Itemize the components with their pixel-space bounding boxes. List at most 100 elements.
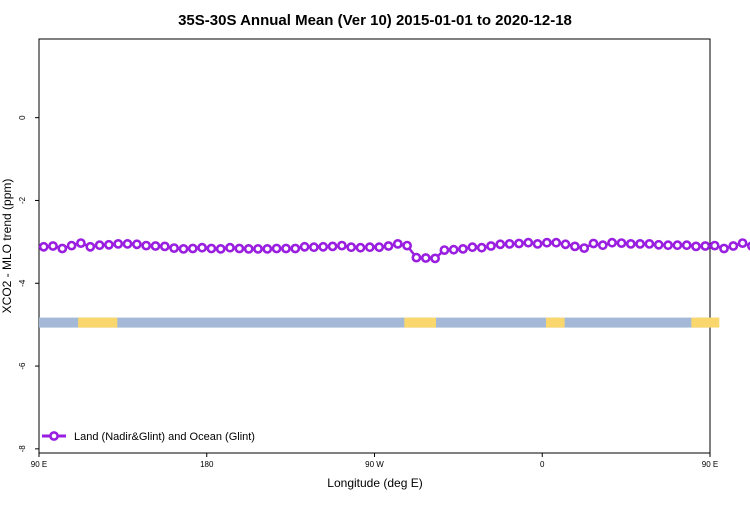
data-point <box>94 240 105 251</box>
data-point <box>691 241 701 252</box>
surface-type-strip <box>39 317 720 328</box>
data-point <box>448 244 459 255</box>
y-tick-label: 0 <box>18 115 27 120</box>
y-tick-label: -2 <box>18 196 27 204</box>
data-point <box>635 238 645 249</box>
data-point <box>523 237 534 248</box>
data-point <box>76 238 86 248</box>
ocean-strip <box>39 317 710 328</box>
data-point <box>392 238 403 249</box>
data-point <box>486 241 496 251</box>
data-point <box>597 240 608 251</box>
data-point <box>374 242 385 253</box>
data-point <box>532 238 543 249</box>
legend-label: Land (Nadir&Glint) and Ocean (Glint) <box>74 431 255 443</box>
x-axis-label: Longitude (deg E) <box>327 476 422 490</box>
data-point <box>187 243 198 254</box>
data-point <box>57 243 68 254</box>
data-point <box>644 238 655 249</box>
legend-marker-swatch <box>49 431 59 441</box>
data-point <box>364 242 375 253</box>
data-point <box>514 238 524 249</box>
land-segment <box>404 317 437 328</box>
data-point <box>504 238 515 249</box>
data-point <box>570 241 580 252</box>
x-tick-label: 90 E <box>702 460 718 469</box>
data-point <box>38 241 49 252</box>
data-point <box>430 253 440 264</box>
y-tick-label: -6 <box>18 362 27 370</box>
data-point <box>113 238 124 249</box>
data-point <box>439 245 450 255</box>
data-point <box>85 241 96 252</box>
data-point <box>402 240 412 251</box>
x-tick-label: 90 E <box>31 460 47 469</box>
data-point <box>131 239 142 250</box>
data-point <box>150 241 161 251</box>
land-segment <box>691 317 720 328</box>
data-point <box>411 252 422 263</box>
data-point <box>700 241 711 251</box>
data-point <box>560 239 571 250</box>
data-point <box>625 238 636 249</box>
series-layer <box>38 237 750 264</box>
data-point <box>234 243 245 254</box>
data-point <box>588 238 599 249</box>
data-point <box>66 240 77 251</box>
data-point <box>178 243 189 254</box>
y-tick-label: -4 <box>18 279 27 287</box>
data-point <box>318 241 329 252</box>
data-point <box>197 242 207 253</box>
data-point <box>299 241 310 252</box>
data-point <box>215 243 226 254</box>
data-point <box>336 240 347 251</box>
data-point <box>243 243 254 254</box>
data-point <box>551 237 562 248</box>
data-point <box>169 243 179 253</box>
data-point <box>104 239 114 250</box>
data-point <box>281 243 291 254</box>
data-point <box>663 240 673 251</box>
chart-title: 35S-30S Annual Mean (Ver 10) 2015-01-01 … <box>178 12 572 29</box>
data-point <box>346 242 357 253</box>
data-point <box>681 240 692 251</box>
data-point <box>308 242 319 253</box>
data-point <box>420 253 431 263</box>
data-point <box>206 243 217 254</box>
data-point <box>616 238 627 248</box>
x-axis: 90 E 180 90 W 0 90 E <box>31 453 718 469</box>
y-axis: 0 -2 -4 -6 -8 <box>18 115 39 453</box>
data-point <box>48 241 58 251</box>
x-tick-label: 0 <box>540 460 545 469</box>
data-point <box>225 242 235 253</box>
data-point <box>709 240 720 251</box>
data-point <box>458 243 468 254</box>
data-point <box>141 240 152 251</box>
data-point <box>159 241 170 252</box>
data-point <box>579 243 590 253</box>
data-point <box>737 238 748 248</box>
data-point <box>327 241 338 252</box>
data-point <box>262 243 273 254</box>
y-axis-label: XCO2 - MLO trend (ppm) <box>0 179 14 314</box>
y-tick-label: -8 <box>18 445 27 453</box>
data-point <box>467 242 478 253</box>
x-tick-label: 180 <box>200 460 214 469</box>
data-point <box>476 242 487 253</box>
x-tick-label: 90 W <box>365 460 384 469</box>
data-point <box>495 239 506 250</box>
land-segment <box>78 317 118 328</box>
data-point <box>653 239 664 250</box>
data-point <box>122 238 133 249</box>
land-segment <box>545 317 565 328</box>
data-point <box>672 240 683 251</box>
data-point <box>719 243 729 254</box>
legend: Land (Nadir&Glint) and Ocean (Glint) <box>42 431 255 443</box>
data-point <box>290 243 301 254</box>
data-point <box>355 242 366 253</box>
data-point <box>271 243 282 254</box>
data-point <box>542 237 552 248</box>
data-point <box>253 243 263 254</box>
